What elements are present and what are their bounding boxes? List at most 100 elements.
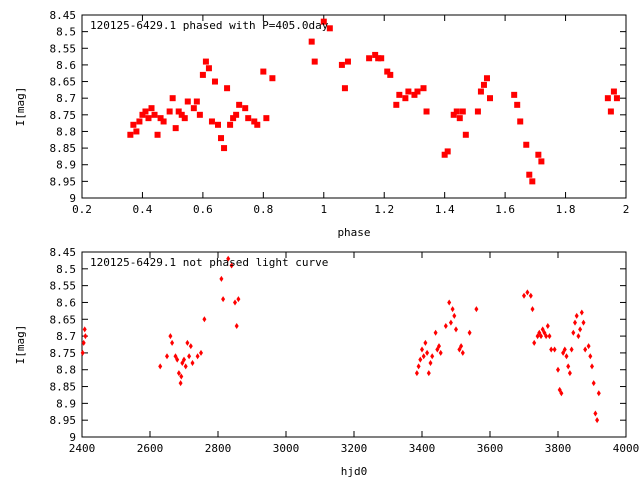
data-point (168, 333, 173, 340)
data-point (127, 131, 134, 138)
data-point (564, 353, 569, 360)
data-point (175, 356, 180, 363)
data-point (218, 135, 225, 142)
data-point (590, 363, 594, 370)
x-tick-label: 3000 (273, 442, 300, 455)
data-point (450, 111, 457, 118)
x-tick-label: 3400 (409, 442, 436, 455)
x-tick-labels: 2400 2600 2800 3000 3200 3400 3600 3800 4000 (69, 442, 640, 455)
y-tick-label: 8.9 (56, 159, 76, 172)
data-point (311, 58, 318, 65)
data-point (573, 319, 577, 326)
x-tick-label: 1.8 (556, 203, 576, 216)
data-point (188, 343, 193, 350)
data-point (430, 353, 435, 360)
data-point (82, 326, 87, 333)
data-point (219, 275, 224, 282)
data-point (172, 125, 179, 132)
data-point (260, 68, 267, 75)
data-point (547, 333, 552, 340)
data-point (320, 18, 327, 25)
data-point (578, 326, 583, 333)
data-point (545, 323, 550, 329)
x-tick-label: 0.2 (72, 203, 92, 216)
y-tick-label: 8.5 (56, 26, 76, 39)
data-point (205, 65, 212, 72)
data-point (544, 333, 549, 340)
data-point (185, 339, 190, 346)
data-point (193, 98, 200, 105)
data-point (236, 296, 241, 303)
data-point (421, 353, 426, 360)
data-point (80, 349, 85, 356)
data-point (593, 410, 598, 417)
data-point (179, 373, 184, 380)
data-point (181, 115, 188, 122)
data-point (242, 105, 249, 112)
data-point (588, 353, 593, 360)
data-point (559, 390, 564, 397)
y-tick-label: 9 (69, 431, 76, 444)
data-point (245, 115, 252, 122)
x-tick-label: 3800 (545, 442, 572, 455)
data-point (366, 55, 373, 62)
data-point (535, 151, 542, 158)
data-point (529, 178, 536, 185)
y-tick-label: 8.75 (50, 347, 77, 360)
data-point (190, 360, 195, 366)
data-point (215, 121, 221, 128)
plot-frame (81, 251, 627, 438)
x-tick-label: 4000 (613, 442, 640, 455)
x-tick-labels: 0.2 0.4 0.6 0.8 1 1.2 1.4 1.6 1.8 2 (72, 203, 629, 216)
data-point (453, 108, 460, 115)
data-point (423, 108, 430, 115)
y-tick-labels: 8.45 8.5 8.55 8.6 8.65 8.7 8.75 8.8 8.85 8.9 8.95 9 (50, 9, 77, 205)
data-point (441, 151, 448, 158)
data-point (528, 292, 533, 299)
data-point (569, 346, 574, 353)
data-point (420, 346, 424, 353)
data-point (567, 370, 572, 377)
data-point (596, 390, 601, 397)
data-point (539, 333, 543, 340)
data-point (532, 339, 537, 346)
data-point (428, 360, 433, 366)
data-point (341, 85, 348, 92)
data-point (460, 349, 465, 356)
data-point (591, 380, 596, 387)
data-point (196, 111, 203, 118)
data-point (483, 75, 490, 82)
chart-title: 120125-6429.1 phased with P=405.0day (90, 19, 329, 32)
data-point (566, 363, 571, 370)
chart-title: 120125-6429.1 not phased light curve (90, 256, 328, 269)
data-point (148, 105, 155, 112)
data-point (221, 145, 228, 152)
axis-ticks (81, 14, 627, 199)
data-point (221, 296, 226, 303)
x-tick-label: 1 (320, 203, 327, 216)
data-point (613, 95, 620, 102)
data-point (420, 85, 427, 92)
y-tick-label: 9 (69, 192, 76, 205)
data-point (443, 323, 448, 329)
data-point (269, 75, 276, 82)
data-point (166, 108, 173, 115)
data-points (80, 255, 601, 424)
data-point (211, 78, 218, 85)
data-point (190, 105, 197, 112)
data-point (604, 95, 611, 102)
x-tick-label: 0.8 (253, 203, 273, 216)
data-point (514, 101, 521, 108)
data-point (526, 171, 533, 178)
data-point (474, 108, 481, 115)
y-tick-label: 8.55 (50, 42, 77, 55)
y-tick-label: 8.8 (56, 364, 76, 377)
x-tick-label: 1.6 (495, 203, 515, 216)
data-point (202, 316, 207, 323)
data-point (236, 101, 243, 108)
unphased-light-curve-chart: 8.45 8.5 8.55 8.6 8.65 8.7 8.75 8.8 8.85 8.9 8.95 9… (14, 246, 639, 478)
data-point (224, 85, 231, 92)
data-point (579, 309, 584, 316)
y-tick-label: 8.6 (56, 296, 76, 309)
